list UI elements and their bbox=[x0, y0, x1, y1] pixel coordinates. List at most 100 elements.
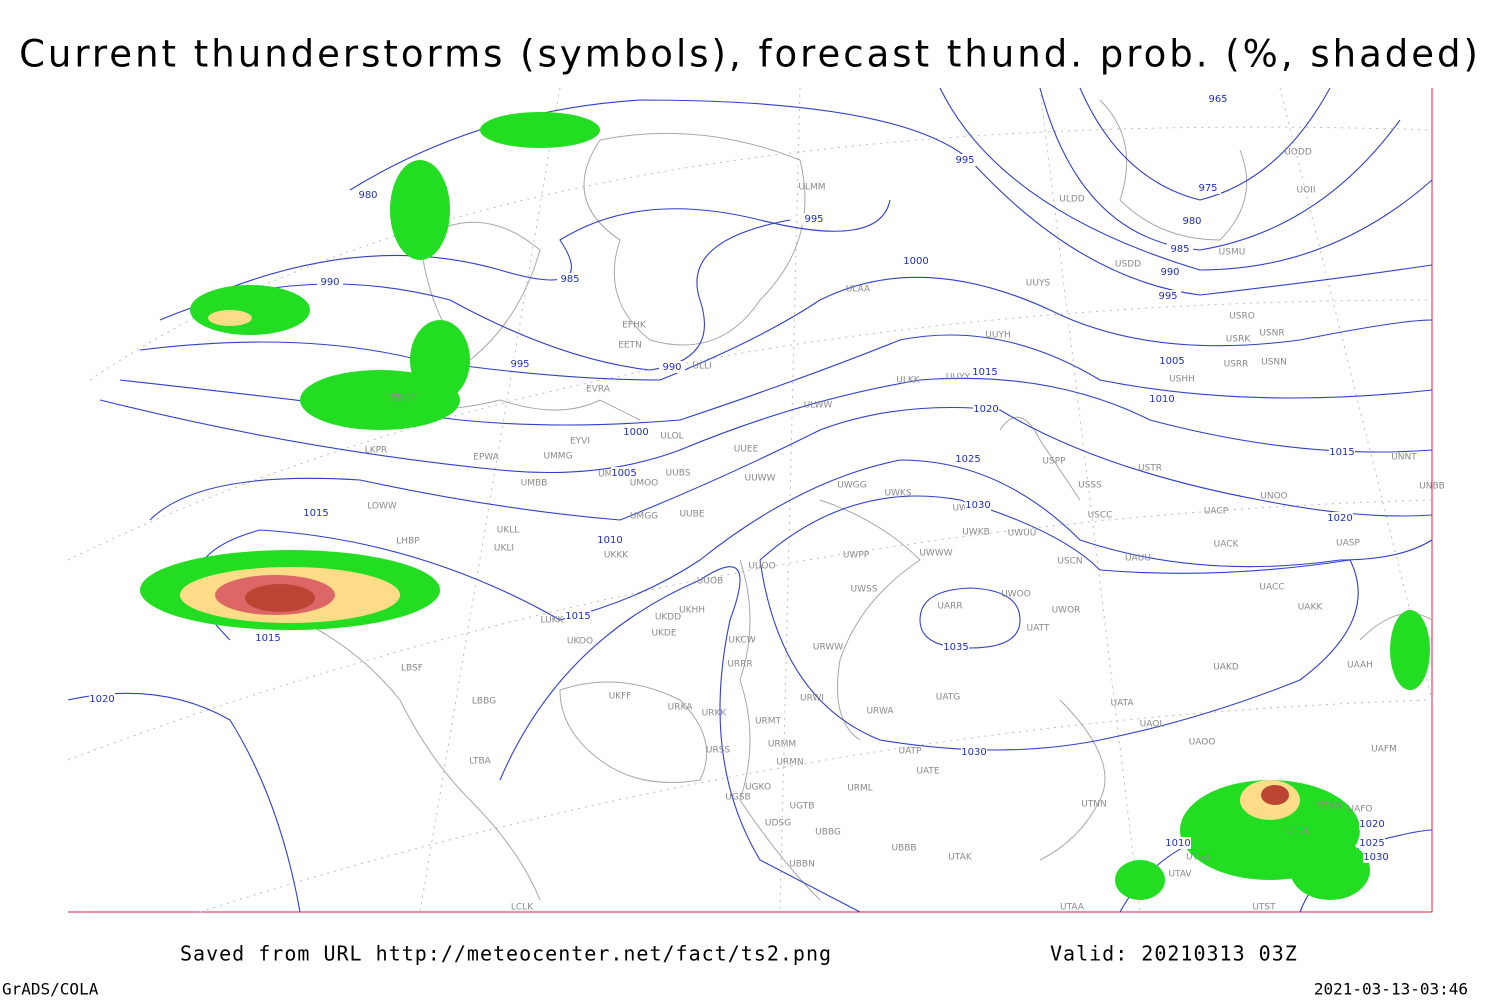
station-label: UUBE bbox=[679, 510, 704, 520]
station-label: UASP bbox=[1336, 539, 1360, 549]
isobar-label: 1010 bbox=[1149, 394, 1174, 405]
station-label: USRK bbox=[1226, 335, 1252, 345]
label-backdrop bbox=[611, 467, 637, 479]
station-label: UAOO bbox=[1189, 738, 1216, 748]
station-label: UODD bbox=[1284, 148, 1312, 158]
station-label: UAFO bbox=[1347, 805, 1372, 815]
label-backdrop bbox=[1167, 243, 1193, 255]
isobar-label: 1015 bbox=[255, 633, 280, 644]
station-label: UTST bbox=[1252, 903, 1276, 913]
station-label: UWSS bbox=[851, 585, 878, 595]
label-backdrop bbox=[1149, 393, 1175, 405]
station-label: UKDD bbox=[655, 613, 681, 623]
station-label: UUYY bbox=[946, 373, 971, 383]
station-label: UWKB bbox=[962, 528, 990, 538]
station-label: UDSG bbox=[765, 819, 791, 829]
label-backdrop bbox=[1179, 215, 1205, 227]
station-label: EFHK bbox=[622, 321, 647, 331]
station-label: UWOO bbox=[1001, 590, 1031, 600]
station-label: URWI bbox=[800, 694, 824, 704]
station-label: UWKS bbox=[884, 489, 911, 499]
station-label: LTBA bbox=[469, 757, 491, 767]
station-label: UTKN bbox=[1318, 802, 1343, 812]
isobar-label: 1010 bbox=[597, 535, 622, 546]
station-label: ULWW bbox=[804, 401, 833, 411]
station-label: ULOL bbox=[660, 432, 683, 442]
isobar-label: 980 bbox=[1182, 216, 1201, 227]
isobar-label: 1025 bbox=[1359, 838, 1384, 849]
station-label: UATE bbox=[916, 767, 940, 777]
station-label: LOWW bbox=[367, 502, 397, 512]
station-label: UKFF bbox=[609, 692, 632, 702]
station-label: UWWW bbox=[919, 549, 952, 559]
credit: GrADS/COLA bbox=[2, 980, 99, 999]
station-label: UMMG bbox=[543, 452, 572, 462]
station-label: UTAK bbox=[948, 853, 973, 863]
station-label: ULLI bbox=[692, 362, 711, 372]
label-backdrop bbox=[557, 273, 583, 285]
station-label: EPWA bbox=[473, 453, 500, 463]
station-label: UWPP bbox=[843, 551, 870, 561]
station-label: ULMM bbox=[798, 183, 825, 193]
label-backdrop bbox=[317, 276, 343, 288]
label-backdrop bbox=[973, 403, 999, 415]
station-label: URMM bbox=[768, 740, 796, 750]
label-backdrop bbox=[903, 255, 929, 267]
station-label: EVRA bbox=[586, 385, 611, 395]
label-backdrop bbox=[255, 632, 281, 644]
station-label: URKA bbox=[668, 703, 694, 713]
station-label: UUBS bbox=[666, 469, 691, 479]
station-label: URMT bbox=[755, 717, 782, 727]
station-label: USRR bbox=[1224, 360, 1249, 370]
label-backdrop bbox=[1359, 837, 1385, 849]
station-label: UUEE bbox=[734, 445, 759, 455]
isobar-label: 990 bbox=[1160, 267, 1179, 278]
station-label: UACP bbox=[1204, 507, 1229, 517]
station-label: USRO bbox=[1229, 312, 1255, 322]
station-label: UUOB bbox=[697, 577, 723, 587]
station-label: LBBG bbox=[472, 697, 496, 707]
label-backdrop bbox=[1327, 512, 1353, 524]
station-label: UATP bbox=[899, 747, 923, 757]
station-label: UATG bbox=[936, 693, 961, 703]
station-label: EETN bbox=[618, 341, 642, 351]
label-backdrop bbox=[1359, 818, 1385, 830]
station-label: UNBB bbox=[1419, 482, 1445, 492]
station-label: UBBN bbox=[789, 860, 815, 870]
station-label: URWA bbox=[866, 707, 894, 717]
station-label: UAAH bbox=[1347, 661, 1373, 671]
isobar-label: 1005 bbox=[1159, 356, 1184, 367]
isobar-label: 990 bbox=[320, 277, 339, 288]
station-label: USNR bbox=[1259, 329, 1284, 339]
station-label: LKPR bbox=[365, 446, 388, 456]
label-backdrop bbox=[961, 746, 987, 758]
station-label: LBSF bbox=[401, 664, 423, 674]
station-label: UMOO bbox=[630, 479, 659, 489]
isobar-label: 1015 bbox=[1329, 447, 1354, 458]
isobar-label: 995 bbox=[955, 155, 974, 166]
station-label: UTDL bbox=[1286, 827, 1310, 837]
station-label: UBBG bbox=[815, 828, 841, 838]
station-label: URWW bbox=[813, 643, 843, 653]
map-title: Current thunderstorms (symbols), forecas… bbox=[19, 33, 1481, 76]
station-label: UUYS bbox=[1026, 279, 1051, 289]
station-label: UAKK bbox=[1298, 603, 1324, 613]
station-label: UKKK bbox=[604, 551, 629, 561]
station-label: LUKK bbox=[541, 616, 565, 626]
isobar-label: 1020 bbox=[973, 404, 998, 415]
station-label: UUYH bbox=[985, 331, 1010, 341]
isobar-label: 1015 bbox=[972, 367, 997, 378]
valid-time: Valid: 20210313 03Z bbox=[1050, 942, 1298, 966]
saved-url: Saved from URL http://meteocenter.net/fa… bbox=[180, 942, 832, 966]
isobar-label: 1000 bbox=[903, 256, 928, 267]
label-backdrop bbox=[1363, 851, 1389, 863]
station-label: UMBB bbox=[521, 479, 548, 489]
station-label: UACK bbox=[1214, 540, 1240, 550]
isobar-label: 1015 bbox=[565, 611, 590, 622]
label-backdrop bbox=[1195, 182, 1221, 194]
station-label: UAKD bbox=[1213, 663, 1239, 673]
station-label: UTAA bbox=[1060, 903, 1085, 913]
station-label: UATT bbox=[1027, 624, 1050, 634]
isobar-label: 1030 bbox=[1363, 852, 1388, 863]
station-label: UKCW bbox=[728, 636, 755, 646]
